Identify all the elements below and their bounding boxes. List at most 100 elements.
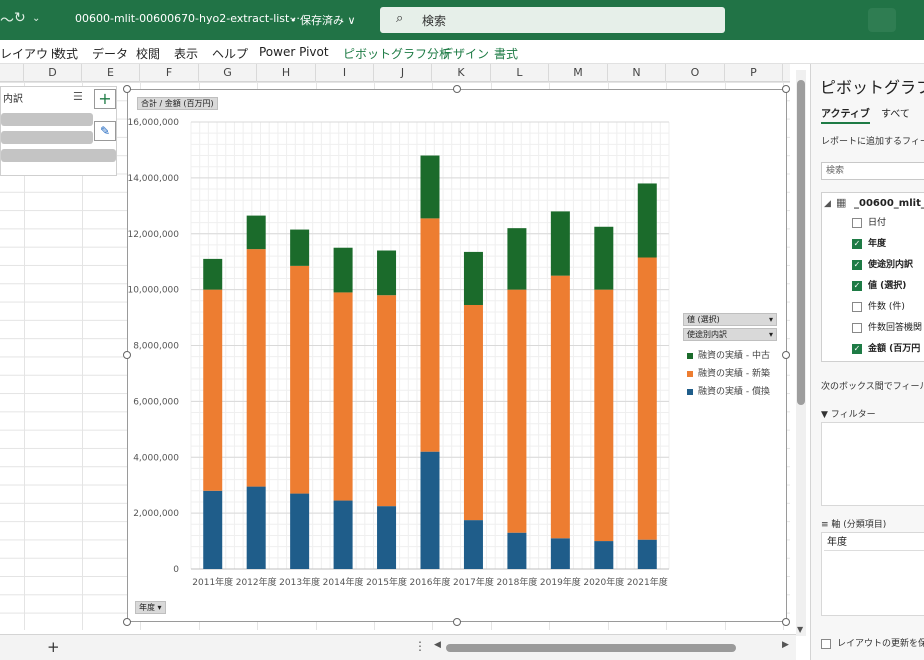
filter-area[interactable] [821, 422, 924, 506]
column-n[interactable]: N [608, 64, 666, 82]
drag-fields-label: 次のボックス間でフィールドを [821, 382, 924, 392]
add-icon[interactable]: + [94, 89, 116, 109]
slicer-item[interactable] [1, 113, 93, 126]
checkbox[interactable]: ✓ [852, 280, 862, 291]
resize-handle[interactable] [123, 618, 131, 626]
checkbox[interactable]: ✓ [852, 259, 862, 270]
checkbox[interactable] [821, 638, 831, 649]
avatar[interactable] [868, 8, 896, 32]
legend-field-series-button[interactable]: 使途別内訳 ▾ [683, 328, 777, 341]
add-sheet-button[interactable]: + [47, 638, 60, 656]
tab-review[interactable]: 校閲 [136, 47, 161, 61]
vertical-scrollbar[interactable]: ▼ [796, 70, 806, 636]
legend-entry[interactable]: 融資の実績 - 新築 [687, 366, 770, 379]
search-box[interactable]: ⌕ 検索 [380, 7, 725, 33]
tab-pivotchart-analyze[interactable]: ピボットグラフ分析 [343, 47, 452, 61]
more-icon[interactable]: ⋮ [414, 639, 426, 653]
field-item[interactable]: 件数回答機関 [852, 320, 922, 333]
table-name: _00600_mlit_ [854, 198, 924, 209]
tab-formulas[interactable]: 数式 [54, 47, 79, 61]
tab-format[interactable]: 書式 [494, 47, 519, 61]
pivot-chart[interactable]: 合計 / 金額 (百万円) 0 2,000,000 4,000,000 6,000,0… [127, 89, 787, 622]
field-item[interactable]: ✓ 値 (選択) [852, 280, 907, 291]
bar-segment [333, 247, 353, 293]
bar-segment [463, 304, 483, 521]
column-h[interactable]: H [257, 64, 316, 82]
tab-data[interactable]: データ [92, 47, 129, 61]
horizontal-scroll-thumb[interactable] [446, 644, 736, 652]
tab-all[interactable]: すべて [881, 109, 910, 120]
legend-field-value-button[interactable]: 値 (選択) ▾ [683, 313, 777, 326]
field-item[interactable]: 件数 (件) [852, 299, 905, 312]
column-i[interactable]: I [316, 64, 374, 82]
redo-icon[interactable]: ↻ [14, 10, 26, 26]
scroll-right-icon[interactable]: ▶ [782, 640, 789, 650]
slicer-item[interactable] [1, 149, 116, 162]
checkbox[interactable]: ✓ [852, 238, 862, 249]
defer-update-row[interactable]: レイアウトの更新を保 [821, 636, 924, 649]
file-title[interactable]: 00600-mlit-00600670-hyo2-extract-list··· [75, 12, 300, 25]
checkbox[interactable] [852, 217, 862, 228]
tab-design[interactable]: デザイン [441, 47, 490, 61]
column-j[interactable]: J [374, 64, 432, 82]
multi-select-icon[interactable]: ☰ [73, 90, 83, 103]
collapse-icon[interactable]: ◢ [824, 199, 831, 209]
bar-segment [203, 258, 223, 290]
column-f[interactable]: F [140, 64, 199, 82]
column-k[interactable]: K [432, 64, 491, 82]
column-g[interactable]: G [199, 64, 257, 82]
column-d[interactable]: D [24, 64, 82, 82]
field-search-input[interactable]: 検索 [821, 162, 924, 180]
bar-segment [377, 250, 397, 296]
x-tick-label: 2012年度 [236, 576, 277, 588]
field-item[interactable]: 日付 [852, 215, 886, 228]
y-tick-label: 2,000,000 [133, 509, 179, 519]
tab-help[interactable]: ヘルプ [212, 47, 249, 61]
bar-segment [290, 229, 310, 266]
column-l[interactable]: L [491, 64, 549, 82]
bar-segment [420, 218, 440, 452]
scroll-thumb[interactable] [797, 80, 805, 405]
tab-active[interactable]: アクティブ [821, 105, 870, 124]
column-e[interactable]: E [82, 64, 140, 82]
resize-handle[interactable] [123, 351, 131, 359]
column-p[interactable]: P [725, 64, 783, 82]
field-item[interactable]: ✓ 使途別内訳 [852, 259, 914, 270]
resize-handle[interactable] [782, 351, 790, 359]
field-item[interactable]: ✓ 年度 [852, 238, 887, 249]
saved-status[interactable]: • 保存済み ∨ [290, 14, 356, 27]
undo-icon[interactable]: 〜 [0, 13, 14, 29]
column-o[interactable]: O [666, 64, 725, 82]
resize-handle[interactable] [782, 85, 790, 93]
resize-handle[interactable] [453, 618, 461, 626]
value-field-button[interactable]: 合計 / 金額 (百万円) [137, 97, 218, 110]
axis-field-button[interactable]: 年度 ▾ [135, 601, 166, 614]
y-tick-label: 4,000,000 [133, 453, 179, 463]
bar-segment [637, 183, 657, 258]
bar-segment [463, 520, 483, 569]
scroll-left-icon[interactable]: ◀ [434, 640, 441, 650]
field-item[interactable]: ✓ 金額 (百万円 [852, 343, 921, 354]
legend-entry[interactable]: 融資の実績 - 中古 [687, 348, 770, 361]
slicer-item[interactable] [1, 131, 93, 144]
tab-view[interactable]: 表示 [174, 47, 199, 61]
slicer[interactable]: 内訳 ☰ + ✎ [0, 86, 117, 176]
checkbox[interactable] [852, 322, 862, 333]
legend-entry[interactable]: 融資の実績 - 償換 [687, 384, 770, 397]
resize-handle[interactable] [782, 618, 790, 626]
axis-area[interactable]: 年度 [821, 532, 924, 616]
tab-power-pivot[interactable]: Power Pivot [259, 45, 329, 59]
resize-handle[interactable] [453, 85, 461, 93]
chevron-down-icon[interactable]: ⌄ [32, 13, 41, 24]
pane-title: ピボットグラフの [820, 78, 924, 97]
resize-handle[interactable] [123, 85, 131, 93]
title-bar: 〜 ↻ ⌄ 00600-mlit-00600670-hyo2-extract-l… [0, 0, 924, 40]
pen-icon[interactable]: ✎ [94, 121, 116, 141]
ribbon-tabs: レイアウト 数式 データ 校閲 表示 ヘルプ Power Pivot ピボットグ… [0, 40, 924, 64]
checkbox[interactable]: ✓ [852, 343, 862, 354]
column-m[interactable]: M [549, 64, 608, 82]
tab-layout[interactable]: レイアウト [0, 47, 61, 61]
axis-field-item[interactable]: 年度 [824, 535, 924, 551]
scroll-down-icon[interactable]: ▼ [797, 625, 804, 634]
checkbox[interactable] [852, 301, 862, 312]
